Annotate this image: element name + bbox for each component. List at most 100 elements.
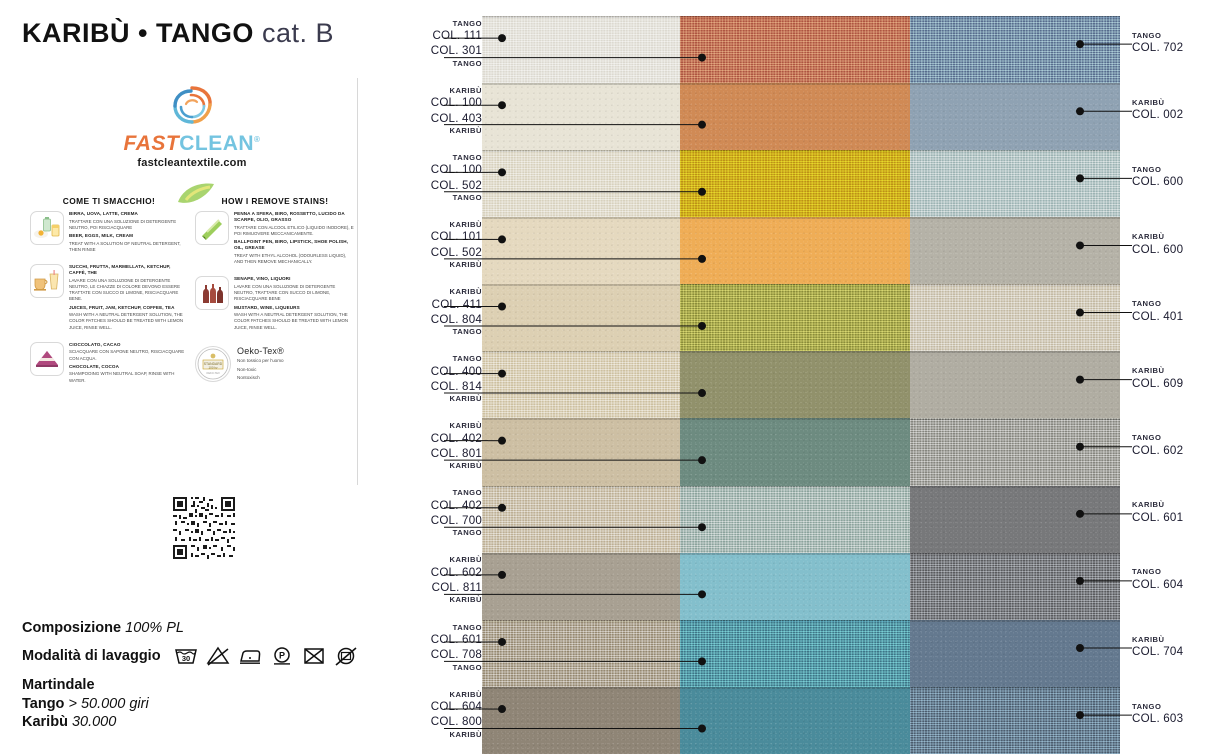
swatch-left-column-8[interactable] (482, 552, 680, 620)
oeko-sub-de: Nontoxisch (237, 375, 260, 381)
swatch-right-column-4[interactable] (910, 284, 1120, 352)
label-brand-bottom: KARIBÙ (449, 394, 482, 404)
stain-body-it: TRATTARE CON UNA SOLUZIONE DI DETERGENTE… (69, 218, 177, 230)
swatch-seam (680, 619, 910, 622)
swatch-right-column-8[interactable] (910, 552, 1120, 620)
swatch-seam (482, 217, 680, 220)
swatch-left-column-2[interactable] (482, 150, 680, 218)
stain-title-en: CHOCOLATE, COCOA (69, 363, 120, 369)
page-title-category: cat. B (261, 18, 334, 48)
label-group-right-2: TANGO COL. 600 (1132, 165, 1208, 190)
swatch-seam (680, 16, 910, 18)
swatch-left-column-10[interactable] (482, 686, 680, 754)
swatch-right-column-6[interactable] (910, 418, 1120, 486)
swatch-right-column-5[interactable] (910, 351, 1120, 419)
martindale-block: Martindale Tango > 50.000 giri Karibù 30… (22, 676, 422, 732)
label-brand: TANGO (1132, 701, 1162, 711)
heading-en: HOW I REMOVE STAINS! (221, 196, 329, 206)
swatch-left-column-6[interactable] (482, 418, 680, 486)
label-group-left-7: TANGO COL. 402 COL. 700 TANGO (370, 488, 482, 538)
label-group-right-4: TANGO COL. 401 (1132, 299, 1208, 324)
swatch-left-column-7[interactable] (482, 485, 680, 553)
wordmark-fast: FAST (123, 132, 180, 155)
no-wet-clean-icon (335, 647, 357, 666)
fastclean-url: fastcleantextile.com (137, 157, 247, 169)
swatch-right-column-3[interactable] (910, 217, 1120, 285)
swatch-seam (910, 418, 1120, 421)
stain-title-it: SENAPE, VINO, LIQUORI (234, 276, 291, 282)
swatch-seam (680, 217, 910, 220)
label-col-secondary: COL. 800 (430, 715, 482, 729)
swatch-seam (680, 485, 910, 488)
label-brand: KARIBÙ (1132, 97, 1165, 107)
swatch-left-column-5[interactable] (482, 351, 680, 419)
swatch-middle-column-9[interactable] (680, 619, 910, 687)
page-title: KARIBÙ • TANGO cat. B (22, 20, 334, 47)
stain-list-left: BIRRA, UOVA, LATTE, CREMA TRATTARE CON U… (30, 211, 189, 384)
label-brand: TANGO (1132, 30, 1162, 40)
label-col-secondary: COL. 301 (430, 44, 482, 58)
milk-egg-icon (30, 211, 64, 245)
label-col-primary: COL. 101 (430, 230, 482, 244)
registered-mark: ® (254, 135, 261, 144)
stain-body-it: SCIACQUARE CON SAPONE NEUTRO, RISCIACQUA… (69, 349, 185, 361)
swatch-right-column-1[interactable] (910, 83, 1120, 151)
martindale-row-value: > 50.000 giri (68, 695, 149, 712)
swatch-middle-column-3[interactable] (680, 217, 910, 285)
swatch-seam (910, 485, 1120, 488)
swatch-right-column-9[interactable] (910, 619, 1120, 687)
fastclean-wordmark: FASTCLEAN® (26, 133, 358, 154)
wash-symbols: 30 P (174, 646, 358, 666)
label-brand: KARIBÙ (1132, 366, 1165, 376)
swatch-column-right (910, 16, 1120, 754)
stain-title-en: BEER, EGGS, MILK, CREAM (69, 233, 134, 238)
label-group-right-0: TANGO COL. 702 (1132, 31, 1208, 56)
swatch-seam (482, 284, 680, 287)
stain-list-right: PENNA A SFERA, BIRO, ROSSETTO, LUCIDO DA… (195, 211, 354, 384)
label-brand-bottom: KARIBÙ (449, 595, 482, 605)
label-brand: TANGO (1132, 567, 1162, 577)
swatch-seam (910, 284, 1120, 287)
martindale-row: Karibù 30.000 (22, 713, 422, 732)
swatch-seam (680, 83, 910, 86)
label-col: COL. 600 (1132, 242, 1184, 256)
swatch-left-column-4[interactable] (482, 284, 680, 352)
swatch-left-column-0[interactable] (482, 16, 680, 84)
swatch-middle-column-1[interactable] (680, 83, 910, 151)
stain-text: BIRRA, UOVA, LATTE, CREMA TRATTARE CON U… (69, 211, 189, 253)
label-group-left-10: KARIBÙ COL. 604 COL. 800 KARIBÙ (370, 690, 482, 740)
label-group-right-10: TANGO COL. 603 (1132, 702, 1208, 727)
swatch-middle-column-2[interactable] (680, 150, 910, 218)
no-tumble-dry-icon (303, 648, 324, 664)
label-brand: KARIBÙ (1132, 500, 1165, 510)
swatch-seam (482, 485, 680, 488)
oeko-tex-block: STANDARD 100 by OEKO-TEX Oeko-Tex® Non t… (195, 345, 354, 383)
swatch-right-column-2[interactable] (910, 150, 1120, 218)
swatch-middle-column-0[interactable] (680, 16, 910, 84)
swatch-right-column-10[interactable] (910, 686, 1120, 754)
swatch-middle-column-5[interactable] (680, 351, 910, 419)
label-col-secondary: COL. 502 (430, 178, 482, 192)
swatch-left-column-9[interactable] (482, 619, 680, 687)
wordmark-clean: CLEAN (179, 132, 255, 155)
swatch-right-column-0[interactable] (910, 16, 1120, 84)
label-col-primary: COL. 602 (430, 565, 482, 579)
composition-label: Composizione (22, 620, 122, 636)
swatch-middle-column-4[interactable] (680, 284, 910, 352)
swatch-left-column-3[interactable] (482, 217, 680, 285)
swatch-middle-column-8[interactable] (680, 552, 910, 620)
swatch-right-column-7[interactable] (910, 485, 1120, 553)
stain-title-en: MUSTARD, WINE, LIQUEURS (234, 304, 300, 310)
swatch-left-column-1[interactable] (482, 83, 680, 151)
label-col-primary: COL. 400 (430, 364, 482, 378)
label-group-left-9: TANGO COL. 601 COL. 708 TANGO (370, 623, 482, 673)
label-group-left-6: KARIBÙ COL. 402 COL. 801 KARIBÙ (370, 421, 482, 471)
heading-it: COME TI SMACCHIO! (62, 196, 156, 206)
stain-text: PENNA A SFERA, BIRO, ROSSETTO, LUCIDO DA… (234, 211, 354, 265)
label-col-secondary: COL. 403 (430, 111, 482, 125)
juice-coffee-icon (30, 264, 64, 298)
wash-temp-label: 30 (181, 654, 189, 663)
swatch-middle-column-6[interactable] (680, 418, 910, 486)
swatch-middle-column-10[interactable] (680, 686, 910, 754)
swatch-middle-column-7[interactable] (680, 485, 910, 553)
